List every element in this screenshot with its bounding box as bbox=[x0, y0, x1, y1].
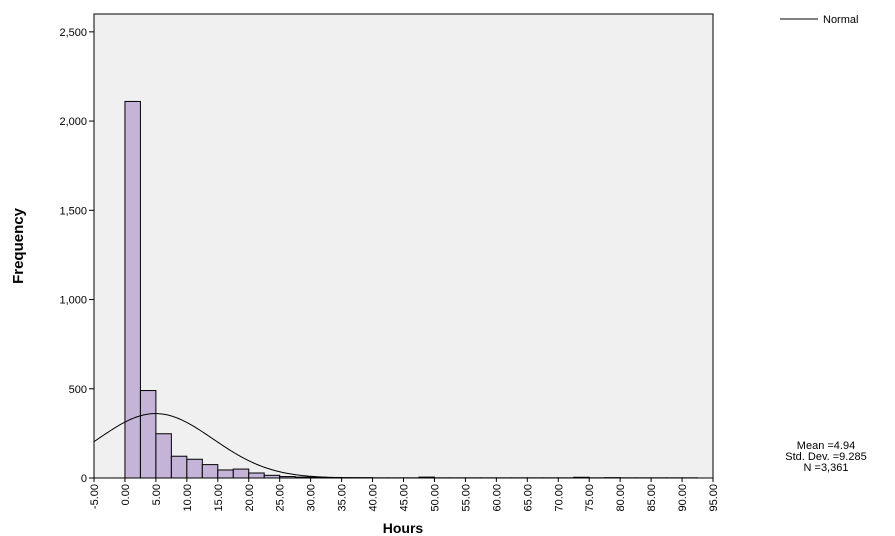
x-tick-label: 20.00 bbox=[244, 484, 256, 512]
x-tick-label: 60.00 bbox=[491, 484, 503, 512]
y-tick-label: 2,500 bbox=[59, 27, 87, 39]
histogram-bar bbox=[217, 469, 234, 479]
stats-n: N =3,361 bbox=[804, 462, 849, 474]
stats-box: Mean =4.94 Std. Dev. =9.285 N =3,361 bbox=[785, 440, 866, 474]
histogram-bar bbox=[124, 100, 141, 479]
x-tick-label: 95.00 bbox=[708, 484, 720, 512]
x-tick-label: 80.00 bbox=[615, 484, 627, 512]
x-tick-label: -5.00 bbox=[89, 484, 101, 509]
y-axis-title: Frequency bbox=[10, 207, 27, 284]
x-axis: -5.00 0.00 5.00 10.00 15.00 20.00 25.00 30.00 35… bbox=[89, 478, 720, 512]
histogram-bar bbox=[232, 468, 250, 479]
histogram-bar bbox=[170, 455, 188, 479]
stats-mean: Mean =4.94 bbox=[797, 440, 855, 452]
x-tick-label: 35.00 bbox=[337, 484, 349, 512]
y-axis: 0 500 1,000 1,500 2,000 2,500 bbox=[59, 27, 94, 485]
y-tick-label: 1,000 bbox=[59, 295, 87, 307]
x-tick-label: 85.00 bbox=[646, 484, 658, 512]
histogram-bar bbox=[201, 464, 219, 479]
x-tick-label: 30.00 bbox=[306, 484, 318, 512]
x-axis-title: Hours bbox=[383, 520, 424, 536]
histogram-bar bbox=[186, 458, 203, 479]
histogram-bar bbox=[155, 433, 172, 479]
legend-label-normal: Normal bbox=[823, 14, 858, 26]
plot-area bbox=[94, 14, 713, 478]
y-tick-label: 2,000 bbox=[59, 116, 87, 128]
legend: Normal bbox=[780, 14, 858, 26]
x-tick-label: 75.00 bbox=[584, 484, 596, 512]
x-tick-label: 10.00 bbox=[182, 484, 194, 512]
x-tick-label: 55.00 bbox=[460, 484, 472, 512]
y-tick-label: 0 bbox=[81, 473, 87, 485]
x-tick-label: 40.00 bbox=[368, 484, 380, 512]
x-tick-label: 50.00 bbox=[429, 484, 441, 512]
x-tick-label: 70.00 bbox=[553, 484, 565, 512]
histogram-bar bbox=[139, 390, 157, 479]
x-tick-label: 90.00 bbox=[677, 484, 689, 512]
x-tick-label: 15.00 bbox=[213, 484, 225, 512]
x-tick-label: 45.00 bbox=[399, 484, 411, 512]
x-tick-label: 65.00 bbox=[522, 484, 534, 512]
x-tick-label: 25.00 bbox=[275, 484, 287, 512]
x-tick-label: 0.00 bbox=[120, 484, 132, 505]
histogram-bar bbox=[248, 472, 265, 479]
stats-std-dev: Std. Dev. =9.285 bbox=[785, 451, 866, 463]
y-tick-label: 500 bbox=[69, 384, 87, 396]
y-tick-label: 1,500 bbox=[59, 205, 87, 217]
x-tick-label: 5.00 bbox=[151, 484, 163, 505]
